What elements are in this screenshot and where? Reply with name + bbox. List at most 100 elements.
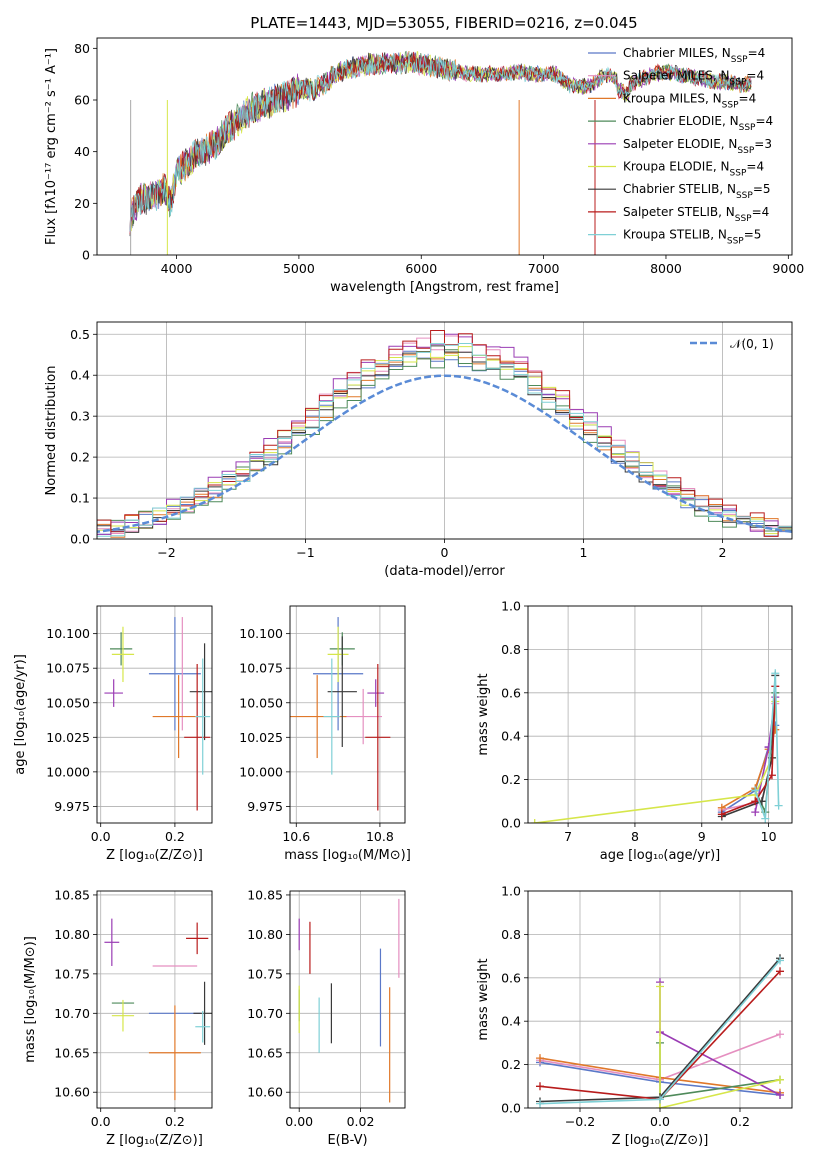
mass_vs_Z-point-kroupa-stelib [195,1010,211,1043]
massweight_vs_Z-ylabel: mass weight [476,958,491,1040]
massweight_vs_Z-series-kroupa-stelib-marker [536,1099,544,1108]
age_vs_Z-point-chabrier-elodie [109,632,133,666]
spectrum-ytick-label: 20 [74,196,90,211]
massweight_vs_Z-xtick-label: 0.2 [730,1114,750,1129]
residuals-xtick-label: −2 [157,545,175,560]
massweight_vs_Z-series-kroupa-miles-marker [536,1054,544,1063]
mass_vs_Z-ytick-label: 10.60 [54,1085,90,1100]
massweight_vs_age-xtick-label: 7 [564,829,572,844]
massweight_vs_Z-ytick-label: 1.0 [501,884,521,899]
residuals-xlabel: (data-model)/error [384,564,505,579]
residuals-ytick-label: 0.5 [70,327,90,342]
residuals-xtick-label: 0 [441,545,449,560]
age_vs_Z-point-kroupa-elodie [111,626,135,683]
residual-hist-salpeter-stelib [97,330,792,539]
massweight_vs_age-ylabel: mass weight [476,673,491,755]
residuals-ytick-label: 0.3 [70,409,90,424]
residuals-frame [96,321,793,540]
mass_vs_ebv-ytick-label: 10.75 [247,966,283,981]
mass_vs_Z-frame [96,890,213,1109]
massweight_vs_Z-series-kroupa-stelib-marker [776,956,784,965]
massweight_vs_age-series-salpeter-stelib-marker [751,797,760,806]
spectrum-ytick-label: 80 [74,41,90,56]
residuals-xtick-label: −1 [296,545,314,560]
massweight_vs_Z-series-salpeter-miles-marker [776,1030,784,1039]
spectrum-xtick-label: 8000 [650,261,682,276]
spectrum-title: PLATE=1443, MJD=53055, FIBERID=0216, z=0… [250,14,637,32]
mass_vs_Z-ytick-label: 10.65 [54,1045,90,1060]
spectrum-xtick-label: 9000 [772,261,804,276]
spectrum-frame [96,37,793,256]
mass_vs_Z-ytick-label: 10.70 [54,1006,90,1021]
age_vs_Z-point-kroupa-stelib [195,658,211,775]
age_vs_Z-point-salpeter-elodie [104,679,123,707]
massweight_vs_Z-ytick-label: 0.8 [501,927,521,942]
spectrum-line-kroupa-stelib [129,52,752,232]
age_vs_mass-ytick-label: 10.000 [239,764,283,779]
age_vs_Z-point-chabrier-miles [148,617,201,731]
spectrum-xtick-label: 5000 [283,261,315,276]
age_vs_Z-xtick-label: 0.2 [165,829,185,844]
mass_vs_ebv-ytick-label: 10.85 [247,887,283,902]
age_vs_Z-ytick-label: 10.100 [46,626,90,641]
age_vs_mass-point-salpeter-stelib [365,664,391,811]
spectrum-xtick-label: 7000 [528,261,560,276]
spectrum-xtick-label: 4000 [161,261,193,276]
massweight_vs_Z-xlabel: Z [log₁₀(Z/Z⊙)] [612,1133,709,1148]
age_vs_Z-ytick-label: 10.050 [46,695,90,710]
mass_vs_Z-panel: 0.0 0.2 10.60 10.65 10.70 10.75 10.80 10.85 Z [l… [23,887,213,1148]
mass_vs_ebv-ytick-label: 10.60 [247,1085,283,1100]
massweight_vs_age-series-salpeter-stelib-marker [767,771,776,780]
mass_vs_Z-point-salpeter-elodie [104,918,120,966]
age_vs_Z-plot-area [104,617,212,811]
massweight_vs_Z-series-salpeter-elodie-marker [776,1090,784,1099]
mass_vs_ebv-ytick-label: 10.70 [247,1006,283,1021]
age_vs_mass-ytick-label: 9.975 [247,799,283,814]
massweight_vs_age-xtick-label: 8 [631,829,639,844]
residual-hist-kroupa-stelib [97,343,792,539]
massweight_vs_age-ytick-label: 0.8 [501,642,521,657]
age_vs_mass-ytick-label: 10.050 [239,695,283,710]
age_vs_Z-ytick-label: 10.025 [46,730,90,745]
massweight_vs_age-series-kroupa-stelib-marker [774,801,783,810]
age_vs_mass-point-salpeter-miles [344,688,382,745]
massweight_vs_age-series-kroupa-stelib-marker [761,814,770,823]
mass_vs_Z-ylabel: mass [log₁₀(M/M⊙)] [23,936,38,1063]
age_vs_mass-panel: 10.6 10.8 9.975 10.000 10.025 10.050 10.075 10.… [239,605,411,863]
mass_vs_ebv-ytick-label: 10.80 [247,927,283,942]
massweight_vs_Z-series-kroupa-elodie-marker [656,1104,664,1108]
age_vs_mass-ytick-label: 10.025 [239,730,283,745]
mass_vs_ebv-ytick-label: 10.65 [247,1045,283,1060]
massweight_vs_Z-series-kroupa-elodie-marker [656,982,664,991]
age_vs_Z-ytick-label: 10.000 [46,764,90,779]
mass_vs_Z-xlabel: Z [log₁₀(Z/Z⊙)] [106,1133,203,1148]
residuals-ytick-label: 0.2 [70,450,90,465]
age_vs_Z-xtick-label: 0.0 [91,829,111,844]
spectrum-ylabel: Flux [fλ10⁻¹⁷ erg cm⁻² s⁻¹ A⁻¹] [44,48,59,245]
spectrum-xtick-label: 6000 [405,261,437,276]
massweight_vs_Z-xtick-label: 0.0 [650,1114,670,1129]
mass_vs_Z-point-salpeter-stelib [186,922,209,955]
massweight_vs_age-series-kroupa-stelib-marker [771,669,780,678]
residuals-ylabel: Normed distribution [44,366,59,496]
massweight_vs_Z-ytick-label: 0.6 [501,970,521,985]
massweight_vs_age-series-salpeter-stelib [721,686,777,816]
age_vs_mass-xlabel: mass [log₁₀(M/M⊙)] [284,848,411,863]
massweight_vs_age-xlabel: age [log₁₀(age/yr)] [600,848,721,863]
mass_vs_Z-plot-area [104,918,212,1101]
massweight_vs_age-plot-area [530,669,783,823]
massweight_vs_age-ytick-label: 0.6 [501,685,521,700]
spectrum-plot-area [129,50,752,255]
mass_vs_ebv-panel: 0.00 0.02 10.60 10.65 10.70 10.75 10.80 10.85 E(… [247,887,406,1148]
massweight_vs_age-series-kroupa-stelib-marker [751,786,760,795]
age_vs_Z-point-salpeter-stelib [184,664,211,811]
massweight_vs_Z-series-kroupa-elodie [659,986,781,1108]
mass_vs_Z-ytick-label: 10.80 [54,927,90,942]
massweight_vs_Z-ytick-label: 0.2 [501,1057,521,1072]
massweight_vs_Z-frame [527,890,793,1109]
residuals-xtick-label: 2 [719,545,727,560]
massweight_vs_Z-series-salpeter-stelib-marker [536,1082,544,1091]
massweight_vs_age-series-kroupa-elodie-marker [530,819,539,823]
residuals-xtick-label: 1 [580,545,588,560]
